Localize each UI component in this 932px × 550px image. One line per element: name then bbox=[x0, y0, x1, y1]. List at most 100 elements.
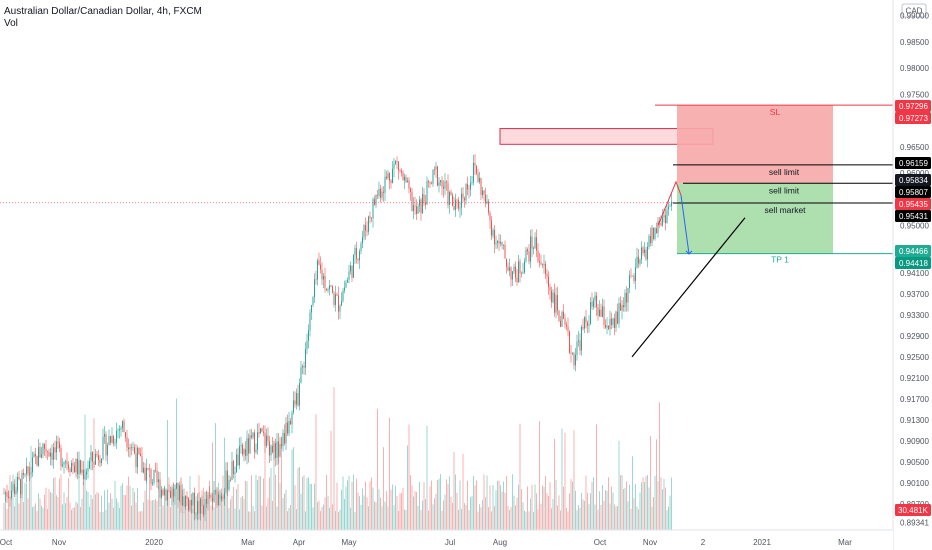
volume-bar bbox=[407, 445, 408, 530]
candle-body bbox=[452, 194, 453, 206]
volume-bar bbox=[161, 498, 162, 530]
volume-bar bbox=[350, 507, 351, 530]
candle-body bbox=[423, 194, 425, 203]
time-tick-label: 2020 bbox=[145, 538, 163, 547]
volume-bar bbox=[348, 475, 350, 530]
volume-bar bbox=[111, 498, 113, 530]
volume-bar bbox=[567, 511, 569, 530]
volume-bar bbox=[156, 500, 158, 530]
candle-body bbox=[414, 205, 416, 207]
candle-body bbox=[98, 455, 99, 460]
candle-body bbox=[653, 227, 654, 239]
price-tag-label: 0.95834 bbox=[899, 176, 928, 185]
volume-bar bbox=[224, 437, 225, 530]
volume-bar bbox=[524, 510, 525, 530]
volume-bar bbox=[527, 486, 528, 530]
volume-bar bbox=[531, 484, 533, 530]
volume-bar bbox=[441, 510, 443, 530]
volume-bar bbox=[144, 490, 146, 530]
volume-bar bbox=[620, 475, 621, 530]
volume-bar bbox=[450, 496, 452, 530]
volume-bar bbox=[341, 489, 342, 530]
candle-body bbox=[608, 325, 609, 329]
time-axis[interactable]: Oct Nov 2020 Mar Apr May Jul Aug Oct Nov 2 2021 Mar bbox=[0, 529, 893, 550]
candle-body bbox=[228, 479, 230, 490]
candle-body bbox=[174, 488, 176, 497]
stop-loss-zone[interactable] bbox=[677, 105, 833, 184]
candle-body bbox=[399, 170, 401, 171]
candle-body bbox=[134, 447, 135, 454]
candle-body bbox=[165, 489, 167, 501]
volume-bar bbox=[275, 474, 276, 530]
volume-bar bbox=[99, 511, 101, 530]
volume-bar bbox=[647, 475, 648, 530]
volume-bar bbox=[599, 491, 600, 530]
volume-bar bbox=[396, 496, 398, 530]
candle-body bbox=[362, 237, 363, 244]
volume-bar bbox=[80, 506, 81, 530]
candle-body bbox=[240, 445, 242, 446]
volume-bar bbox=[285, 489, 287, 530]
candle-body bbox=[200, 498, 201, 514]
candle-body bbox=[53, 447, 54, 460]
currency-badge-label: CAD bbox=[906, 7, 923, 16]
volume-bars bbox=[3, 387, 672, 530]
candle-body bbox=[557, 295, 558, 311]
candle-body bbox=[29, 473, 30, 475]
volume-bar bbox=[279, 482, 281, 530]
volume-bar bbox=[372, 487, 374, 530]
volume-bar bbox=[317, 502, 318, 530]
volume-bar bbox=[444, 494, 446, 530]
candle-body bbox=[231, 461, 233, 481]
order-label: sell limit bbox=[769, 185, 800, 195]
volume-bar bbox=[653, 497, 654, 530]
candle-body bbox=[477, 173, 479, 182]
candle-body bbox=[429, 182, 431, 184]
take-profit-zone[interactable] bbox=[677, 183, 833, 254]
volume-bar bbox=[87, 491, 89, 530]
candle-body bbox=[350, 265, 351, 272]
symbol-title[interactable]: Australian Dollar/Canadian Dollar, 4h, F… bbox=[4, 6, 202, 17]
volume-bar bbox=[506, 476, 507, 530]
volume-bar bbox=[435, 493, 437, 530]
candle-body bbox=[333, 292, 335, 305]
volume-bar bbox=[150, 500, 152, 530]
volume-bar bbox=[378, 489, 380, 530]
candle-body bbox=[578, 340, 579, 342]
candle-body bbox=[303, 365, 305, 368]
volume-bar bbox=[170, 507, 171, 530]
volume-bar bbox=[468, 510, 470, 530]
time-axis-bg bbox=[0, 530, 893, 550]
candle-body bbox=[437, 166, 438, 186]
volume-bar bbox=[510, 507, 512, 530]
volume-indicator-label[interactable]: Vol bbox=[4, 18, 18, 29]
volume-bar bbox=[213, 507, 215, 530]
candle-body bbox=[609, 318, 611, 329]
candle-body bbox=[263, 431, 264, 433]
volume-bar bbox=[134, 492, 135, 530]
candle-body bbox=[93, 461, 95, 465]
candle-body bbox=[278, 441, 279, 457]
candle-body bbox=[384, 176, 386, 193]
candle-body bbox=[480, 177, 482, 195]
drawing-annotations[interactable]: SL TP 1 sell limit sell limit sell market bbox=[0, 104, 893, 358]
price-tag-label: 0.95431 bbox=[899, 212, 928, 221]
candle-body bbox=[603, 306, 605, 325]
volume-bar bbox=[642, 477, 644, 530]
volume-bar bbox=[303, 475, 305, 530]
candle-body bbox=[86, 471, 87, 475]
candle-body bbox=[576, 341, 578, 355]
volume-bar bbox=[242, 495, 243, 530]
candle-body bbox=[329, 285, 330, 290]
volume-bar bbox=[578, 505, 579, 530]
volume-bar bbox=[131, 505, 132, 530]
volume-bar bbox=[644, 481, 645, 530]
candle-body bbox=[246, 438, 248, 456]
candle-body bbox=[374, 199, 375, 205]
volume-bar bbox=[60, 474, 62, 530]
candle-body bbox=[230, 479, 231, 481]
candle-body bbox=[591, 301, 593, 307]
candle-body bbox=[359, 251, 360, 261]
